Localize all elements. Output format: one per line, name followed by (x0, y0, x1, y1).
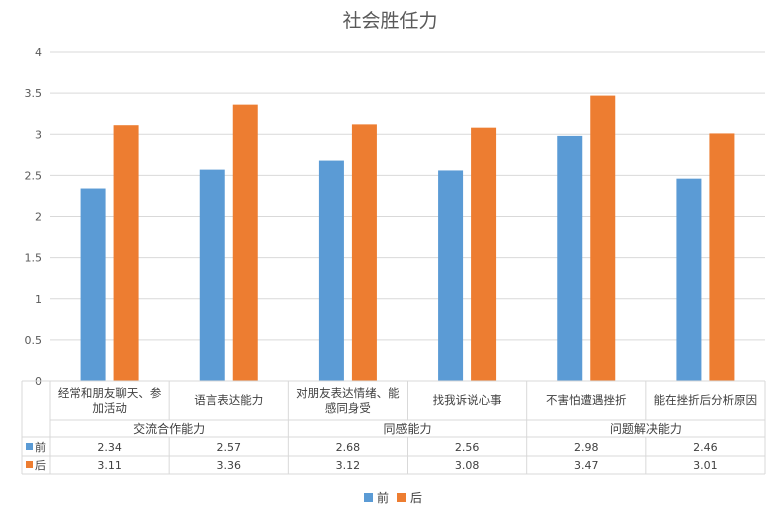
y-tick-label: 1.5 (25, 252, 43, 265)
bar-前-2 (318, 160, 344, 381)
bar-后-3 (471, 127, 497, 381)
data-label: 3.11 (97, 459, 122, 472)
x-category-label: 能在挫折后分析原因 (654, 393, 758, 407)
bar-前-4 (557, 135, 583, 381)
x-category-label: 加活动 (92, 401, 127, 415)
x-category-label: 找我诉说心事 (433, 393, 502, 407)
bar-后-5 (709, 133, 735, 381)
x-category-label: 经常和朋友聊天、参 (58, 386, 162, 400)
x-group-label: 交流合作能力 (133, 421, 205, 436)
y-tick-label: 0.5 (25, 334, 43, 347)
bar-前-0 (80, 188, 106, 381)
x-category-label: 不害怕遭遇挫折 (546, 393, 627, 407)
y-tick-label: 4 (35, 46, 42, 59)
bar-后-2 (351, 124, 377, 381)
data-label: 2.98 (574, 441, 599, 454)
legend-label: 后 (410, 491, 422, 505)
data-label: 2.57 (217, 441, 242, 454)
chart-title: 社会胜任力 (342, 10, 437, 32)
bar-后-1 (232, 104, 258, 381)
y-tick-label: 3 (35, 128, 42, 141)
data-label: 3.36 (217, 459, 242, 472)
table-series-name: 前 (35, 440, 46, 454)
legend-swatch (397, 493, 406, 502)
table-series-name: 后 (35, 459, 46, 472)
data-label: 3.01 (693, 459, 718, 472)
data-label: 3.08 (455, 459, 480, 472)
data-label: 3.12 (336, 459, 361, 472)
data-label: 2.46 (693, 441, 718, 454)
y-tick-label: 2 (35, 211, 42, 224)
x-category-label: 对朋友表达情绪、能 (296, 386, 400, 400)
y-tick-label: 2.5 (25, 169, 43, 182)
y-tick-label: 1 (35, 293, 42, 306)
data-label: 2.56 (455, 441, 480, 454)
x-group-label: 同感能力 (383, 421, 431, 436)
bar-后-4 (590, 95, 616, 381)
bar-前-5 (676, 178, 702, 381)
x-group-label: 问题解决能力 (610, 422, 682, 436)
y-tick-label: 3.5 (25, 87, 43, 100)
data-label: 2.34 (97, 441, 122, 454)
table-legend-swatch (26, 461, 33, 468)
x-category-label: 语言表达能力 (194, 393, 263, 407)
legend-label: 前 (377, 490, 389, 505)
bar-前-1 (199, 169, 225, 381)
data-label: 2.68 (336, 441, 361, 454)
x-category-label: 感同身受 (325, 401, 371, 415)
bar-后-0 (113, 125, 139, 381)
bar-前-3 (438, 170, 464, 381)
legend-swatch (364, 493, 373, 502)
data-label: 3.47 (574, 459, 599, 472)
table-legend-swatch (26, 443, 33, 450)
